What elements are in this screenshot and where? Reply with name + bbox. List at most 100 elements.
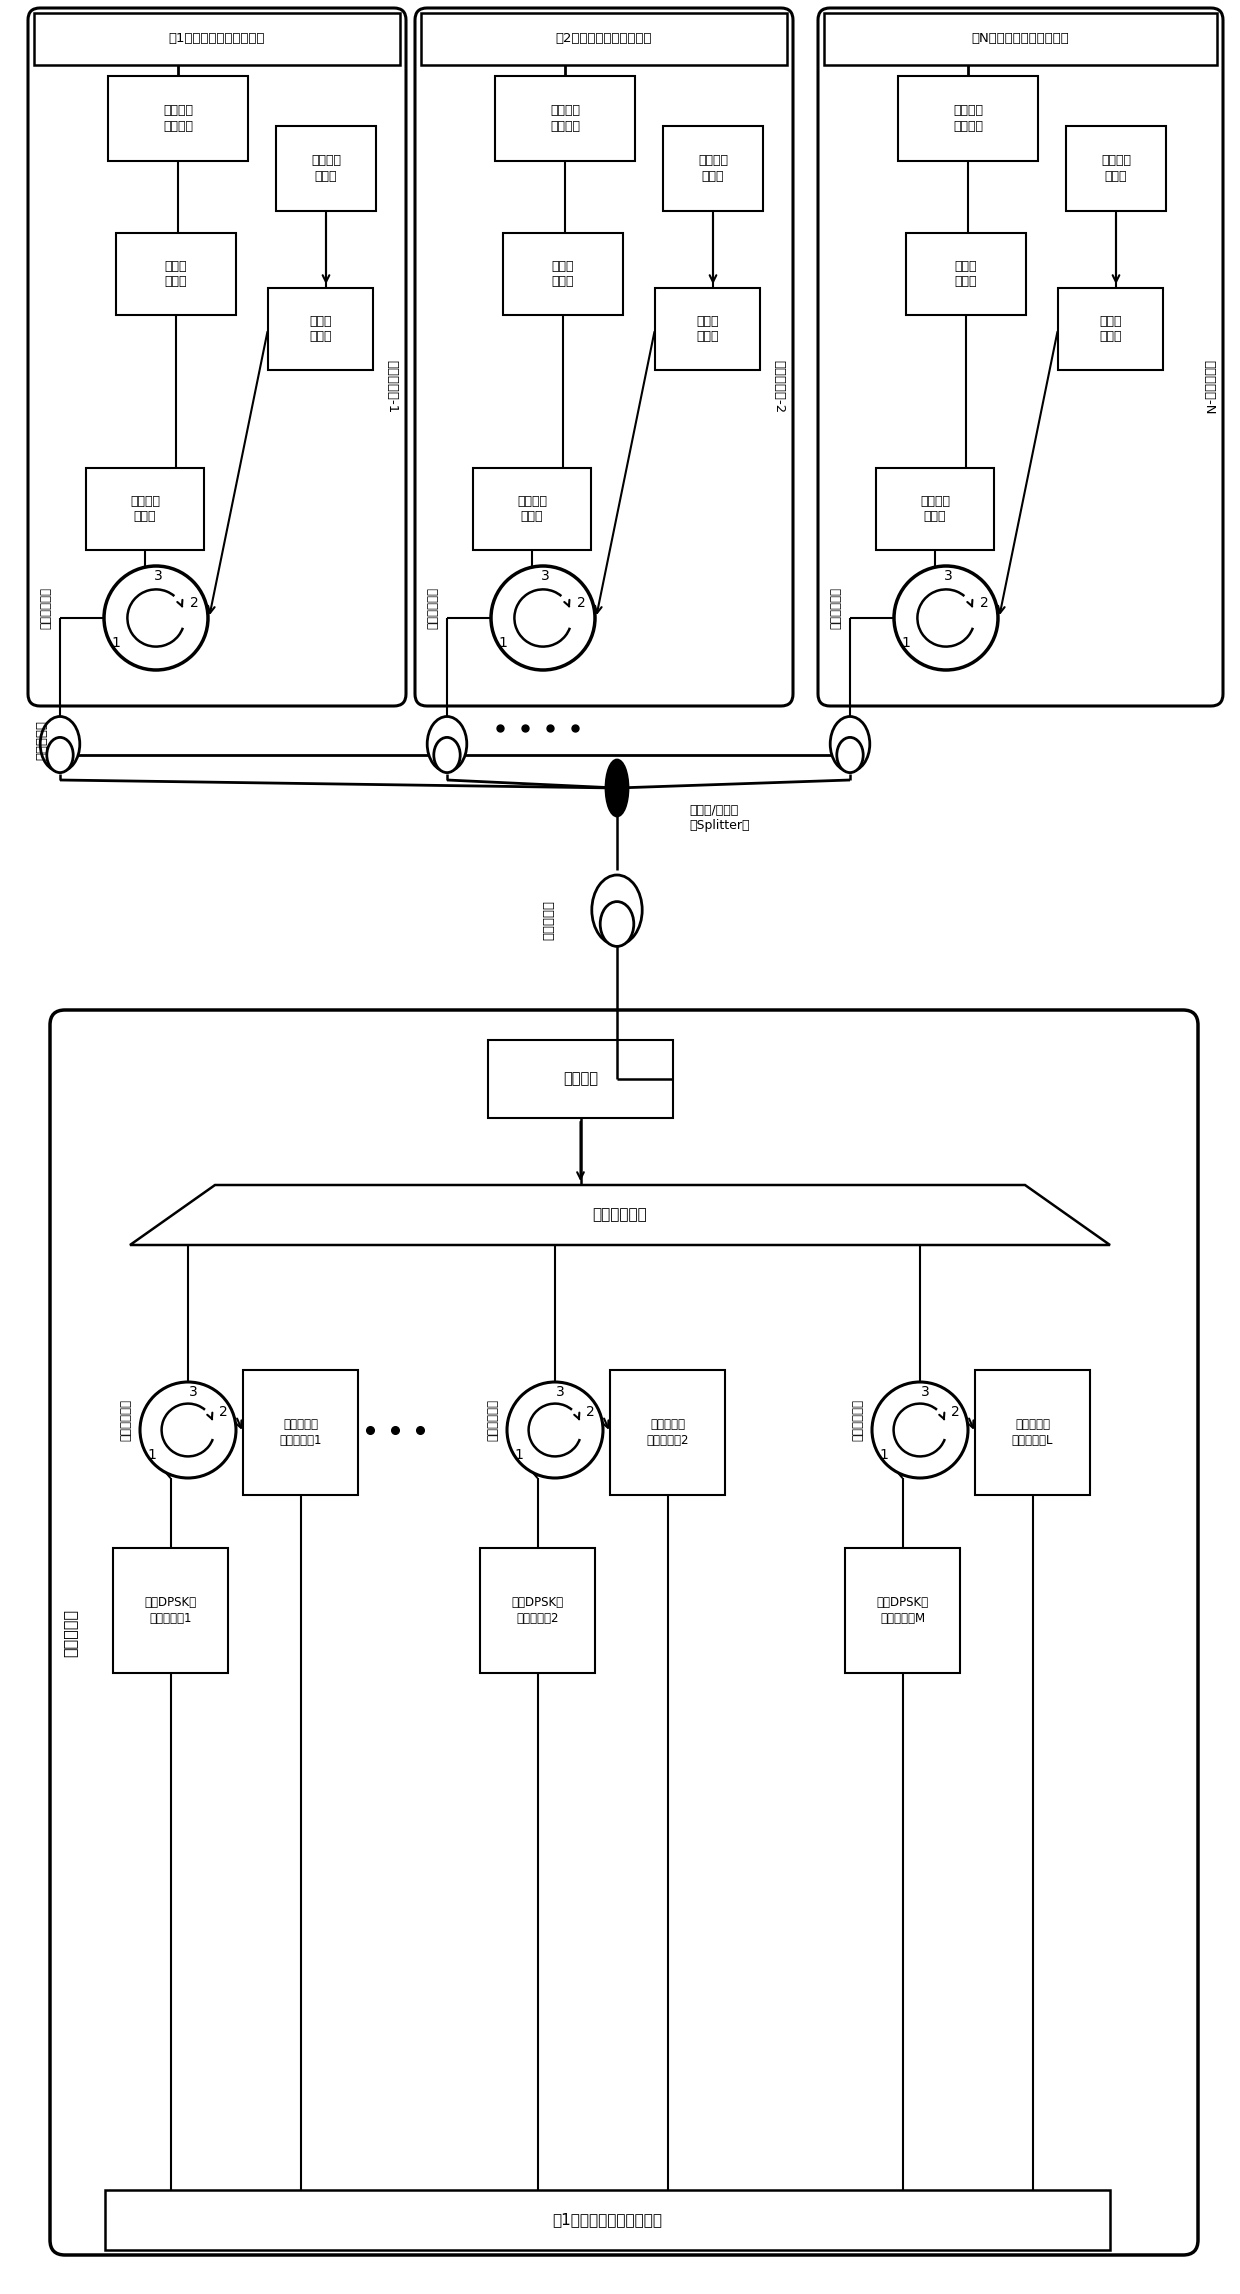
Text: 下行DPSK信
号发射模块2: 下行DPSK信 号发射模块2 [511,1597,563,1624]
Ellipse shape [434,736,460,773]
Text: 上行数据
信号源: 上行数据 信号源 [1101,154,1131,184]
Bar [610,1370,725,1496]
Bar [480,1548,595,1672]
Bar [875,468,994,551]
Text: 3: 3 [541,569,549,583]
Text: 上行数据信
号接收模块L: 上行数据信 号接收模块L [1012,1418,1053,1448]
Text: 光周期性
滤波器: 光周期性 滤波器 [920,496,950,523]
Bar [243,1370,358,1496]
Text: 上行数据
信号源: 上行数据 信号源 [698,154,728,184]
Text: 1: 1 [901,635,910,649]
Text: 上行数据
信号源: 上行数据 信号源 [311,154,341,184]
Ellipse shape [837,736,863,773]
Text: 1: 1 [148,1448,156,1461]
Bar [472,468,591,551]
Text: 3: 3 [556,1386,564,1399]
Text: 光放大器: 光放大器 [563,1071,598,1087]
Text: 直调制
激光器: 直调制 激光器 [309,314,332,344]
Text: 上行数据信
号接收模块2: 上行数据信 号接收模块2 [646,1418,688,1448]
Bar [117,234,236,314]
Circle shape [872,1381,968,1477]
Text: 光可调
滤波器: 光可调 滤波器 [955,259,977,289]
Bar [489,1039,673,1117]
Text: 2: 2 [980,596,988,610]
Text: 1: 1 [515,1448,523,1461]
Text: 第1媒体介质接入控制模块: 第1媒体介质接入控制模块 [169,32,265,46]
Circle shape [491,567,595,670]
Text: 3: 3 [920,1386,929,1399]
FancyBboxPatch shape [50,1009,1198,2255]
Text: 下行DPSK信
号发射模块M: 下行DPSK信 号发射模块M [877,1597,929,1624]
Text: 3: 3 [154,569,162,583]
Ellipse shape [600,902,634,947]
Circle shape [140,1381,236,1477]
Text: 光周期性
滤波器: 光周期性 滤波器 [130,496,160,523]
Bar [1058,289,1163,369]
Text: 2: 2 [190,596,198,610]
Bar [495,76,635,161]
Text: 2: 2 [577,596,585,610]
Circle shape [104,567,208,670]
Ellipse shape [831,716,869,771]
Text: 第一光环行器: 第一光环行器 [852,1399,864,1441]
Text: 光可调
滤波器: 光可调 滤波器 [552,259,574,289]
Ellipse shape [606,759,627,817]
Text: 1: 1 [112,635,120,649]
Bar [844,1548,960,1672]
Ellipse shape [47,736,73,773]
FancyBboxPatch shape [818,7,1223,707]
Text: 下行数据
信号处理: 下行数据 信号处理 [162,106,193,133]
Text: 光可调
滤波器: 光可调 滤波器 [165,259,187,289]
Bar [906,234,1025,314]
Bar [86,468,205,551]
Ellipse shape [591,874,642,945]
Text: 光网络单元-N: 光网络单元-N [1203,360,1215,415]
Bar [33,14,401,64]
Bar [975,1370,1090,1496]
Text: 光网络单元-2: 光网络单元-2 [773,360,785,413]
Text: 下行数据
信号处理: 下行数据 信号处理 [954,106,983,133]
Bar [663,126,763,211]
Circle shape [507,1381,603,1477]
Bar [268,289,373,369]
FancyBboxPatch shape [29,7,405,707]
Text: 上行数据信
号接收模块1: 上行数据信 号接收模块1 [279,1418,321,1448]
Bar [277,126,376,211]
Text: 2: 2 [951,1404,960,1420]
Text: 馈线式光纤: 馈线式光纤 [543,899,556,941]
Bar [113,1548,228,1672]
Text: 3: 3 [188,1386,197,1399]
Text: 第二光环行器: 第二光环行器 [40,587,52,629]
Text: 第1媒体介质接入控制模块: 第1媒体介质接入控制模块 [553,2211,662,2227]
Bar [503,234,622,314]
Bar [655,289,760,369]
Text: 2: 2 [218,1404,227,1420]
Text: 分布式光纤: 分布式光纤 [36,720,48,759]
Circle shape [894,567,998,670]
Text: 第一光环行器: 第一光环行器 [486,1399,500,1441]
Ellipse shape [40,716,79,771]
Text: 1: 1 [498,635,507,649]
Text: 第2媒体介质接入控制模块: 第2媒体介质接入控制模块 [556,32,652,46]
Bar [108,76,248,161]
Text: 直调制
激光器: 直调制 激光器 [696,314,719,344]
Bar [898,76,1038,161]
Bar [422,14,787,64]
Text: 第N媒体介质接入控制模块: 第N媒体介质接入控制模块 [972,32,1069,46]
Ellipse shape [428,716,466,771]
Text: 光周期性
滤波器: 光周期性 滤波器 [517,496,547,523]
Text: 1: 1 [879,1448,888,1461]
FancyBboxPatch shape [415,7,794,707]
Text: 第二光环行器: 第二光环行器 [427,587,439,629]
Text: 2: 2 [585,1404,594,1420]
Bar [1066,126,1166,211]
Text: 下行数据
信号处理: 下行数据 信号处理 [551,106,580,133]
Text: 直调制
激光器: 直调制 激光器 [1099,314,1122,344]
Text: 第二光环行器: 第二光环行器 [830,587,842,629]
Bar [105,2191,1110,2250]
Text: 下行DPSK信
号发射模块1: 下行DPSK信 号发射模块1 [144,1597,197,1624]
Text: 光分路/合路器
（Splitter）: 光分路/合路器 （Splitter） [689,803,749,833]
Text: 第一光环行器: 第一光环行器 [119,1399,133,1441]
Text: 光路分复用器: 光路分复用器 [593,1207,647,1223]
Text: 3: 3 [944,569,952,583]
